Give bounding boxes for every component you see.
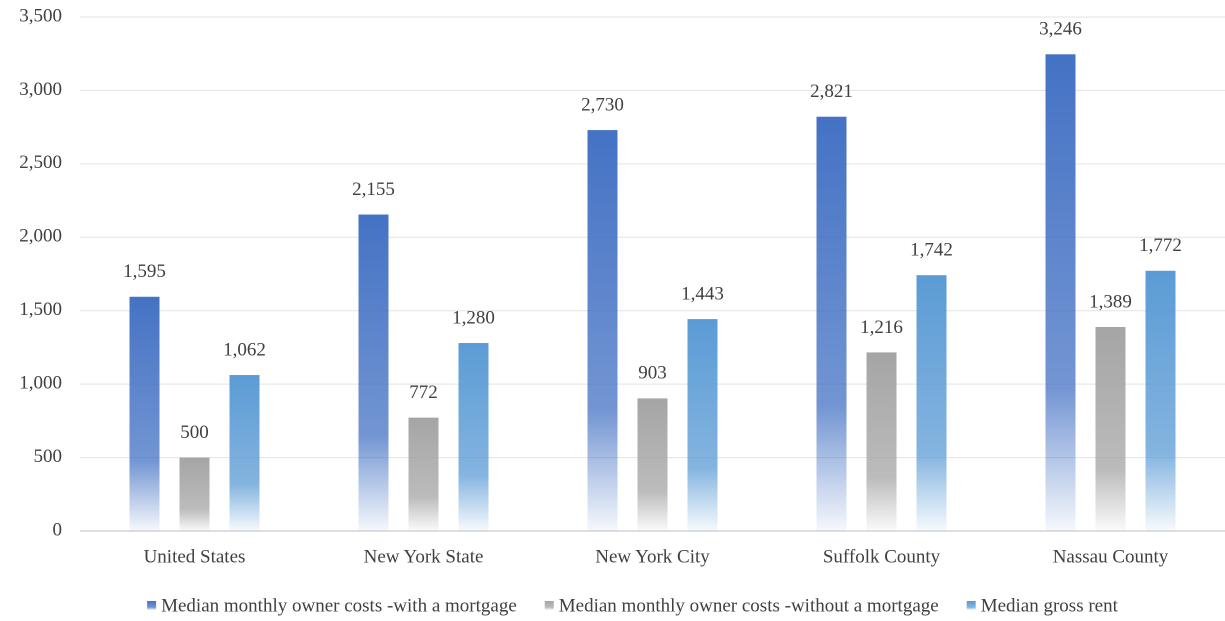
value-label: 1,062 [223,339,266,360]
x-tick-label: United States [144,546,246,567]
bar [916,275,947,531]
value-label: 3,246 [1039,19,1082,40]
bar [687,319,718,531]
bar [179,457,210,531]
value-label: 1,280 [452,307,495,328]
legend-swatch [966,601,976,610]
legend-label: Median monthly owner costs -with a mortg… [161,595,517,616]
value-label: 2,821 [810,81,853,102]
bar [408,417,439,531]
y-tick-label: 3,000 [19,79,62,100]
value-label: 1,389 [1089,291,1132,312]
bar [129,296,160,531]
x-tick-label: New York City [595,546,710,567]
y-tick-label: 500 [34,446,63,467]
bar [816,116,847,531]
y-tick-label: 1,000 [19,373,62,394]
value-label: 500 [180,422,209,443]
bar [1045,54,1076,531]
bar [358,214,389,531]
value-label: 1,772 [1139,235,1182,256]
y-tick-label: 1,500 [19,299,62,320]
bar [458,343,489,531]
y-tick-label: 3,500 [19,5,62,26]
legend-swatch [544,601,554,610]
legend-swatch [147,601,157,610]
bar [1095,327,1126,531]
value-label: 1,216 [860,317,903,338]
y-tick-label: 0 [53,519,63,540]
bar [637,398,668,531]
value-label: 2,730 [581,94,624,115]
value-label: 1,742 [910,240,953,261]
value-label: 903 [638,363,667,384]
bar [866,352,897,531]
x-tick-label: New York State [364,546,484,567]
y-tick-label: 2,500 [19,152,62,173]
bar [229,375,260,531]
x-tick-label: Nassau County [1053,546,1169,567]
legend-label: Median gross rent [981,595,1119,616]
bar [587,130,618,531]
value-label: 1,443 [681,283,724,304]
legend: Median monthly owner costs -with a mortg… [147,595,1119,616]
x-tick-label: Suffolk County [823,546,941,567]
legend-label: Median monthly owner costs -without a mo… [559,595,939,616]
bar [1145,270,1176,531]
value-label: 2,155 [352,179,395,200]
value-label: 772 [409,382,438,403]
y-tick-label: 2,000 [19,226,62,247]
value-label: 1,595 [123,261,166,282]
